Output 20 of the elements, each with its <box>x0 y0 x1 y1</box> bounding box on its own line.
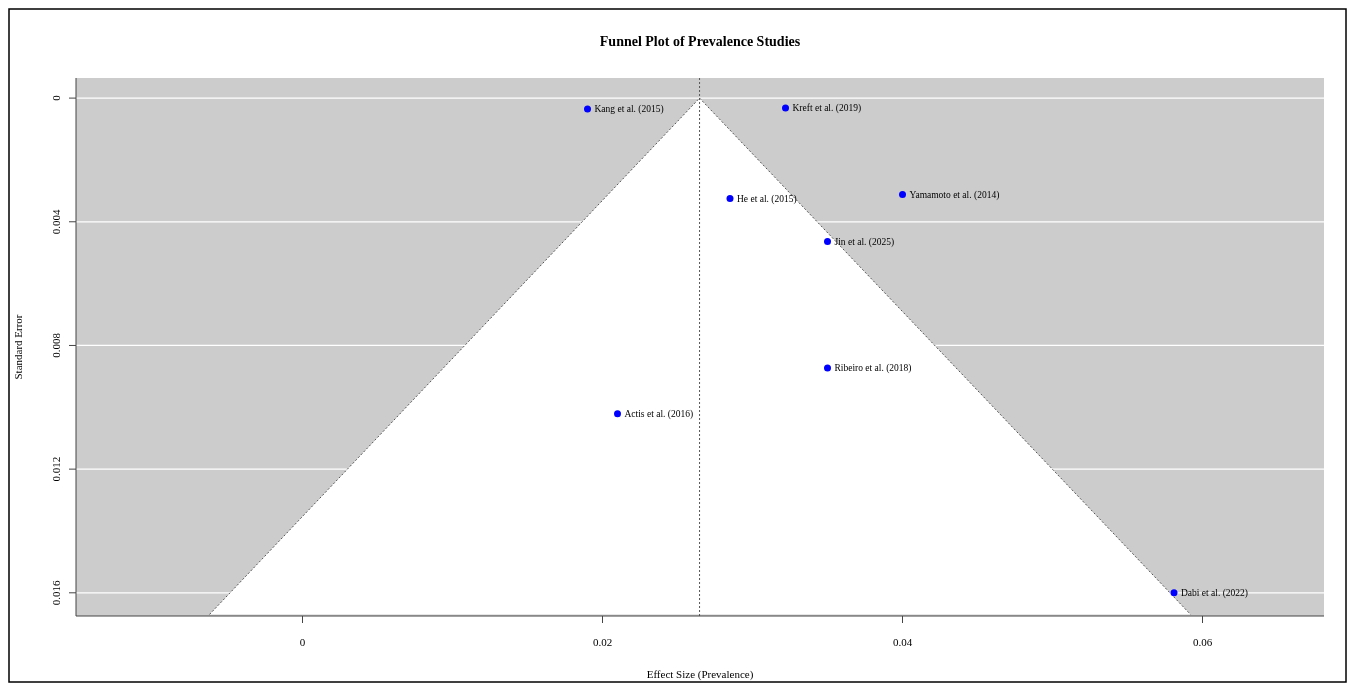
annotation: He et al. (2015) <box>737 193 797 205</box>
x-tick-label: 0.02 <box>592 636 613 648</box>
annotation: Ribeiro et al. (2018) <box>834 363 912 375</box>
annotation: Dabi et al. (2022) <box>1181 587 1249 599</box>
annotation: Yamamoto et al. (2014) <box>909 189 1000 201</box>
x-axis-title: Effect Size (Prevalence) <box>646 668 754 681</box>
annotation: Jin et al. (2025) <box>834 236 895 248</box>
chart-title: Funnel Plot of Prevalence Studies <box>599 34 801 49</box>
y-tick-label: 0 <box>50 94 62 101</box>
annotation: Kang et al. (2015) <box>594 103 664 115</box>
annotation: Kreft et al. (2019) <box>792 102 862 114</box>
y-axis-title: Standard Error <box>12 314 24 380</box>
y-tick-label: 0.004 <box>50 208 62 235</box>
x-tick-label: 0.06 <box>1192 636 1213 648</box>
annotation: Actis et al. (2016) <box>624 408 694 420</box>
y-tick-label: 0.012 <box>50 456 62 482</box>
x-tick-label: 0 <box>299 636 306 648</box>
x-tick-label: 0.04 <box>892 636 913 648</box>
y-tick-label: 0.008 <box>50 332 62 358</box>
y-tick-label: 0.016 <box>50 579 62 606</box>
